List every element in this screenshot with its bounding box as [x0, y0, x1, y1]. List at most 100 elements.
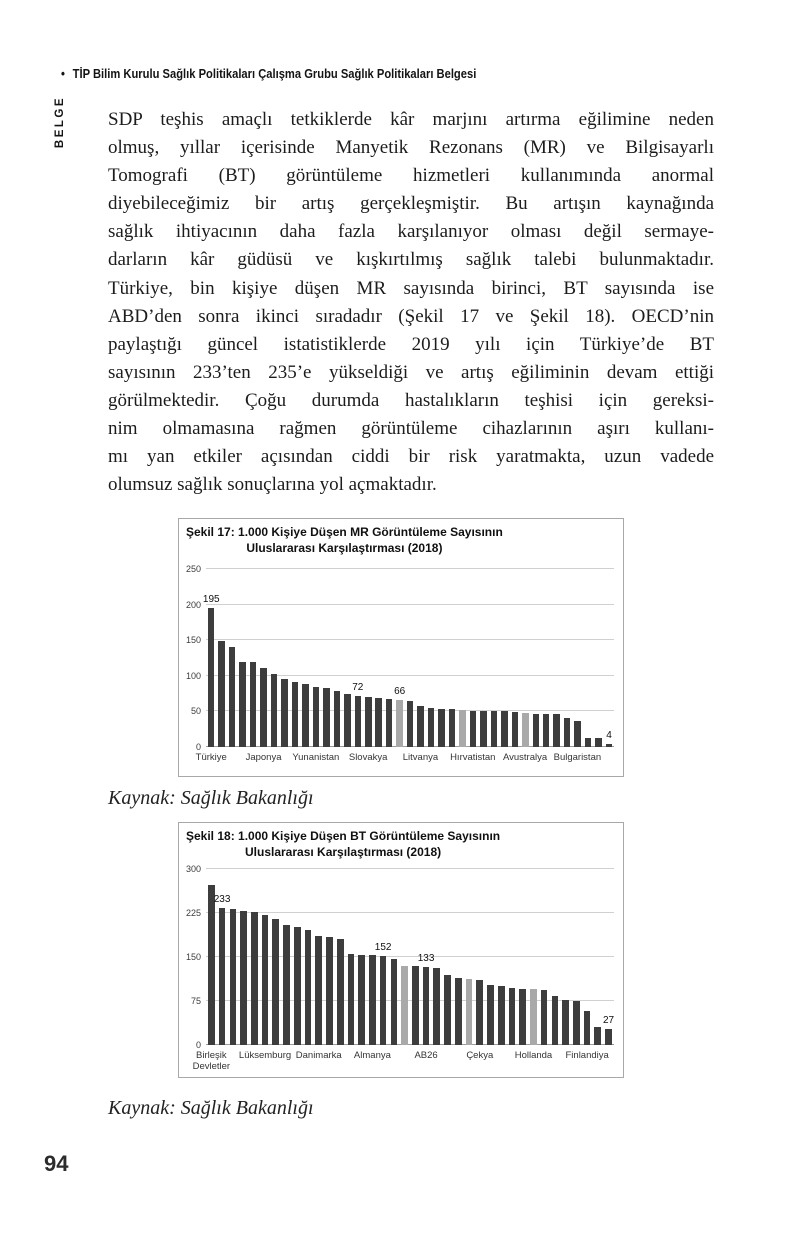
bar-slot: 4: [604, 569, 614, 747]
bar-slot: [572, 569, 582, 747]
body-line: darların kâr güdüsü ve kışkırtılmış sağl…: [108, 249, 714, 271]
bar-slot: [592, 869, 603, 1045]
bar: [239, 661, 246, 747]
x-axis-tick-label: AB26: [414, 1050, 438, 1061]
bar: [487, 985, 494, 1045]
bar-slot: [258, 569, 268, 747]
bar: [553, 714, 560, 747]
bar-slot: [313, 869, 324, 1045]
bar-slot: [342, 569, 352, 747]
body-line: olmuş, yıllar içerisinde Manyetik Rezona…: [108, 137, 714, 159]
bar: [562, 1000, 569, 1045]
bar-slot: [300, 569, 310, 747]
bar-slot: [269, 569, 279, 747]
bar: [454, 978, 462, 1045]
x-axis-tick-label: Finlandiya: [565, 1050, 609, 1061]
bar-slot: [453, 869, 464, 1045]
bar-slot: [562, 569, 572, 747]
bar-value-label: 66: [394, 686, 406, 698]
bar: [522, 712, 529, 747]
bar: [551, 995, 559, 1045]
x-axis-tick-label: Bulgaristan: [553, 752, 602, 763]
bar: [444, 974, 451, 1045]
bar: [315, 935, 323, 1045]
bar-slot: [290, 569, 300, 747]
bar-slot: 72: [352, 569, 363, 747]
bar-slot: [447, 569, 457, 747]
y-axis-tick-label: 200: [185, 599, 201, 610]
bar-slot: [410, 869, 421, 1045]
bar: [476, 979, 484, 1045]
figure-17-source-caption: Kaynak: Sağlık Bakanlığı: [108, 787, 314, 809]
bar: [336, 938, 344, 1045]
bar: [354, 695, 362, 747]
bar: [401, 965, 408, 1045]
gridline: [206, 868, 614, 869]
x-axis-tick-label: Japonya: [245, 752, 282, 763]
bar: [438, 708, 445, 747]
page-number: 94: [44, 1151, 69, 1176]
body-line: nim olmamasına rağmen görüntüleme cihazl…: [108, 418, 714, 440]
bar-value-label: 152: [374, 941, 392, 953]
bar-slot: [468, 569, 478, 747]
bar-slot: [507, 869, 518, 1045]
document-header-title: TİP Bilim Kurulu Sağlık Politikaları Çal…: [72, 66, 477, 81]
bar: [326, 937, 333, 1045]
figure-18-source-caption: Kaynak: Sağlık Bakanlığı: [108, 1097, 314, 1119]
bar: [333, 691, 341, 747]
gridline: [206, 639, 614, 641]
bar: [323, 687, 330, 747]
bar: [218, 908, 226, 1045]
bar-slot: [303, 869, 314, 1045]
side-label-text: BELGE: [54, 95, 66, 149]
bar: [365, 697, 372, 747]
bar-slot: 66: [394, 569, 406, 747]
bar-slot: [356, 869, 367, 1045]
bar-slot: [238, 869, 249, 1045]
x-axis-tick-label: Yunanistan: [292, 752, 340, 763]
bar-slot: [517, 869, 528, 1045]
x-axis-tick-label: Birleşik Devletler: [192, 1050, 231, 1073]
bar: [396, 700, 403, 747]
bar: [291, 682, 299, 747]
bar: [480, 710, 487, 747]
bar-slot: [489, 569, 499, 747]
bar: [519, 988, 526, 1045]
bar-slot: [496, 869, 507, 1045]
chart-title-line2: Uluslararası Karşılaştırması (2018): [245, 844, 442, 859]
x-axis-tick-label: Litvanya: [402, 752, 439, 763]
chart-title-line2: Uluslararası Karşılaştırması (2018): [246, 540, 443, 555]
bar-slot: [248, 569, 258, 747]
bar-slot: [292, 869, 303, 1045]
body-paragraph: SDP teşhis amaçlı tetkiklerde kâr marjın…: [108, 106, 714, 499]
y-axis-tick-label: 0: [195, 742, 201, 752]
bar-value-label: 27: [602, 1015, 615, 1027]
gridline: [206, 568, 614, 569]
bar-slot: [485, 869, 496, 1045]
bar: [530, 989, 537, 1045]
bar-slot: [216, 569, 226, 747]
bar: [490, 711, 498, 747]
bar: [240, 910, 247, 1045]
bar: [270, 674, 278, 747]
bar-slot: [571, 869, 582, 1045]
document-header: • TİP Bilim Kurulu Sağlık Politikaları Ç…: [61, 66, 476, 81]
bar: [422, 966, 430, 1045]
bar: [448, 709, 456, 747]
x-axis-tick-label: Slovakya: [348, 752, 388, 763]
bar: [260, 667, 267, 747]
bar: [272, 918, 280, 1045]
y-axis-tick-label: 0: [195, 1040, 201, 1050]
plot-area: 250 200 150 100 50 0 195 72 66 4 Türkiye Japonya Yun…: [186, 564, 614, 763]
bar-slot: [270, 869, 281, 1045]
x-axis-tick-label: Hırvatistan: [450, 752, 496, 763]
chart-title-line1: Şekil 18: 1.000 Kişiye Düşen BT Görüntül…: [186, 829, 501, 843]
bar-slot: [457, 569, 467, 747]
bar: [228, 646, 236, 747]
x-axis-tick-label: Hollanda: [514, 1050, 553, 1061]
bar-slot: [593, 569, 603, 747]
bar-slot: [582, 869, 593, 1045]
bar: [501, 711, 508, 747]
bar: [469, 710, 477, 747]
